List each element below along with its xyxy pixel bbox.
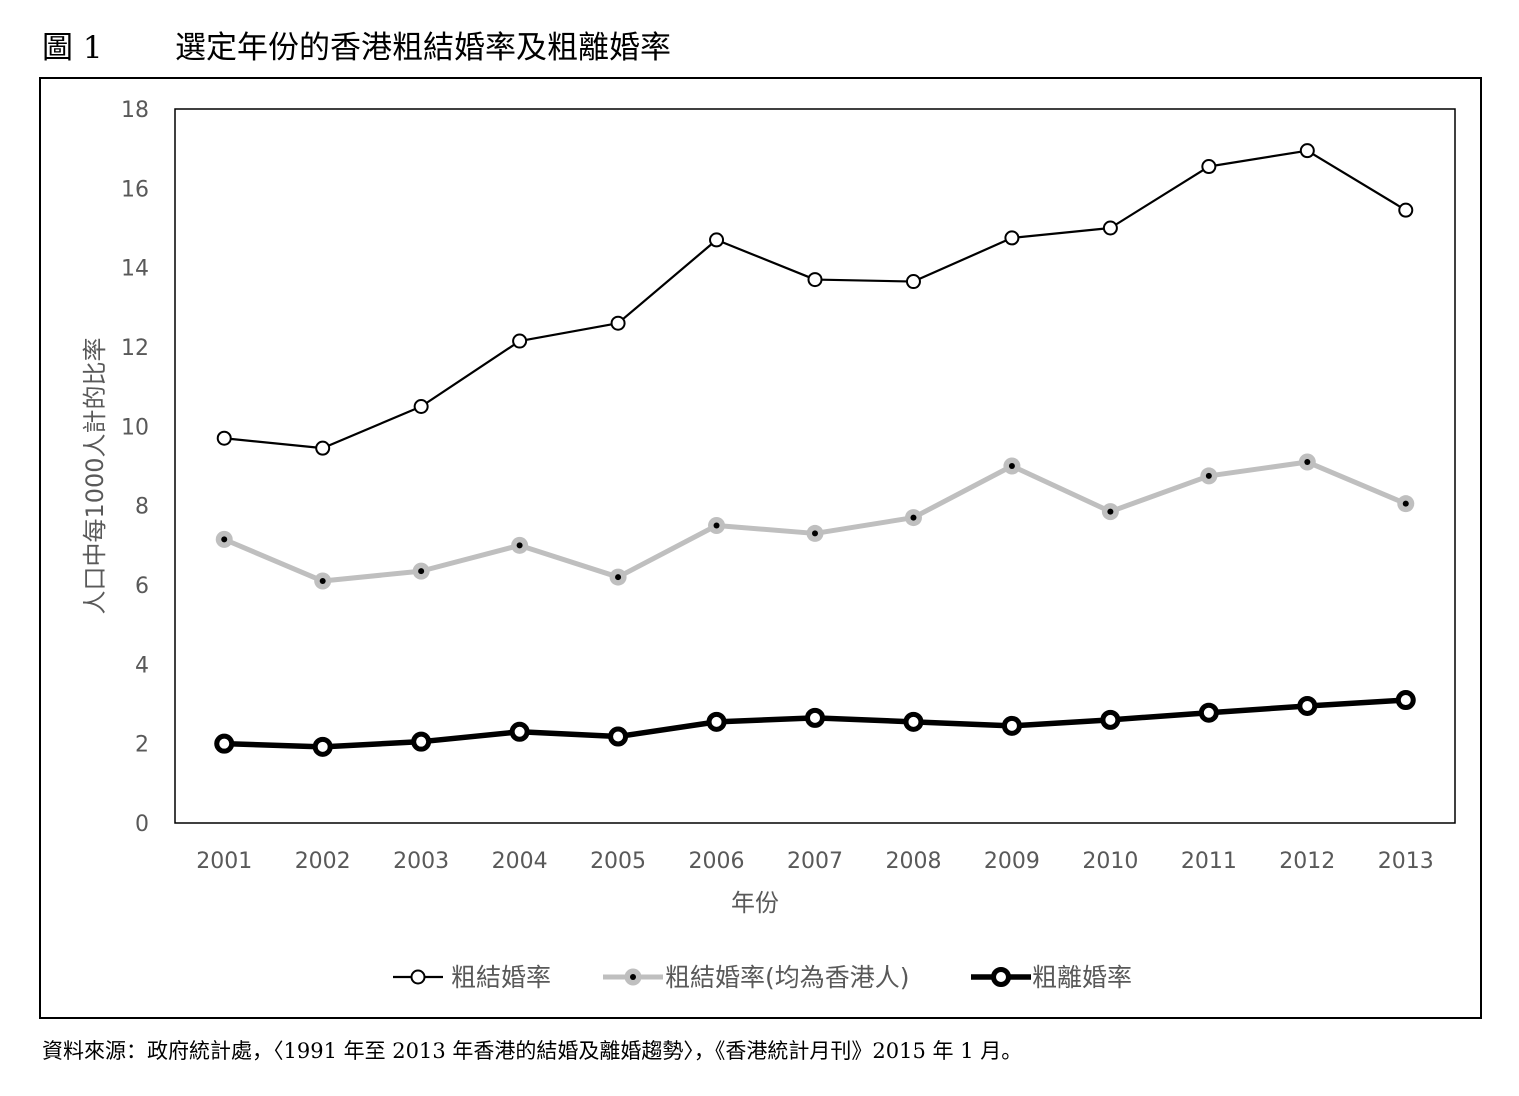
legend-item: 粗結婚率 bbox=[393, 963, 551, 992]
data-point-center bbox=[713, 522, 720, 529]
x-tick-label: 2006 bbox=[689, 849, 745, 874]
data-point bbox=[1102, 220, 1118, 236]
legend: 粗結婚率 粗結婚率(均為香港人) 粗離婚率 bbox=[393, 963, 1132, 992]
data-point bbox=[216, 430, 232, 446]
legend-label: 粗結婚率(均為香港人) bbox=[665, 963, 910, 992]
data-point bbox=[1299, 143, 1315, 159]
data-point bbox=[610, 315, 626, 331]
data-point bbox=[608, 726, 629, 747]
data-point bbox=[413, 399, 429, 414]
data-point bbox=[315, 440, 331, 456]
chart-frame: 0 2 4 6 8 10 12 14 16 18 2001 2002 2003 2004 2005 2006… bbox=[39, 77, 1482, 1019]
x-axis-ticks: 2001 2002 2003 2004 2005 2006 2007 2008 2009 2010… bbox=[196, 849, 1434, 874]
x-tick-label: 2012 bbox=[1279, 849, 1335, 874]
legend-item: 粗離婚率 bbox=[971, 963, 1132, 992]
data-point bbox=[709, 232, 725, 248]
data-point bbox=[1100, 709, 1121, 730]
x-tick-label: 2007 bbox=[787, 849, 843, 874]
data-point-center bbox=[221, 536, 228, 543]
y-tick-label: 4 bbox=[135, 653, 149, 678]
data-point bbox=[805, 707, 825, 728]
data-point bbox=[214, 733, 235, 754]
data-point-center bbox=[1008, 463, 1015, 469]
data-point bbox=[1395, 690, 1416, 711]
y-tick-label: 14 bbox=[121, 257, 149, 282]
data-point bbox=[903, 711, 924, 732]
y-tick-label: 18 bbox=[121, 98, 149, 123]
data-point-center bbox=[1304, 459, 1311, 466]
data-point-center bbox=[516, 542, 523, 549]
series-layer bbox=[214, 143, 1416, 757]
data-point-center bbox=[418, 568, 425, 575]
data-point bbox=[1398, 202, 1414, 218]
legend-swatch-marker bbox=[991, 967, 1011, 987]
x-tick-label: 2004 bbox=[492, 849, 548, 874]
data-point bbox=[1198, 702, 1219, 723]
data-point-center bbox=[1402, 500, 1409, 507]
legend-swatch-marker bbox=[410, 969, 426, 985]
data-point bbox=[512, 333, 528, 349]
data-point bbox=[509, 721, 530, 742]
legend-label: 粗離婚率 bbox=[1032, 963, 1132, 992]
y-tick-label: 8 bbox=[135, 495, 149, 520]
data-point-center bbox=[812, 530, 818, 537]
series-line bbox=[223, 459, 1407, 584]
data-point-center bbox=[319, 578, 326, 585]
x-tick-label: 2001 bbox=[196, 849, 252, 874]
series-2 bbox=[215, 453, 1415, 590]
source-note: 資料來源：政府統計處，〈1991 年至 2013 年香港的結婚及離婚趨勢〉，《香… bbox=[42, 1039, 1023, 1063]
data-point-center bbox=[1205, 472, 1212, 479]
data-point bbox=[1004, 230, 1020, 246]
y-tick-label: 2 bbox=[135, 733, 149, 758]
series-3 bbox=[214, 690, 1416, 757]
data-point bbox=[312, 736, 333, 757]
y-tick-label: 0 bbox=[135, 812, 149, 837]
data-point bbox=[807, 272, 823, 288]
figure-title: 選定年份的香港粗結婚率及粗離婚率 bbox=[175, 30, 671, 66]
data-point-center bbox=[615, 574, 622, 581]
data-point bbox=[905, 274, 921, 290]
y-tick-label: 12 bbox=[121, 336, 149, 361]
data-point bbox=[411, 731, 432, 752]
x-tick-label: 2008 bbox=[885, 849, 941, 874]
legend-swatch-center bbox=[630, 974, 636, 980]
y-axis-ticks: 0 2 4 6 8 10 12 14 16 18 bbox=[121, 98, 149, 837]
series-line bbox=[224, 149, 1407, 450]
x-tick-label: 2005 bbox=[590, 849, 646, 874]
data-point bbox=[706, 711, 727, 732]
series-1 bbox=[216, 143, 1414, 456]
x-tick-label: 2013 bbox=[1378, 849, 1434, 874]
x-axis-title: 年份 bbox=[731, 889, 779, 917]
y-tick-label: 6 bbox=[135, 574, 149, 599]
x-tick-label: 2009 bbox=[984, 849, 1040, 874]
figure-label: 圖 1 bbox=[42, 30, 103, 66]
plot-area bbox=[174, 108, 1456, 824]
line-chart: 0 2 4 6 8 10 12 14 16 18 2001 2002 2003 2004 2005 2006… bbox=[81, 98, 1456, 992]
x-tick-label: 2003 bbox=[393, 849, 449, 874]
data-point-center bbox=[910, 514, 917, 521]
y-tick-label: 10 bbox=[121, 415, 149, 440]
y-tick-label: 16 bbox=[121, 177, 149, 202]
data-point-center bbox=[1107, 508, 1114, 515]
legend-label: 粗結婚率 bbox=[451, 963, 551, 992]
data-point bbox=[1297, 695, 1318, 716]
data-point bbox=[1001, 715, 1022, 736]
legend-item: 粗結婚率(均為香港人) bbox=[603, 963, 910, 992]
x-tick-label: 2010 bbox=[1082, 849, 1138, 874]
data-point bbox=[1201, 159, 1217, 175]
y-axis-title: 人口中每1000人計的比率 bbox=[81, 337, 109, 614]
x-tick-label: 2011 bbox=[1181, 849, 1237, 874]
x-tick-label: 2002 bbox=[295, 849, 351, 874]
